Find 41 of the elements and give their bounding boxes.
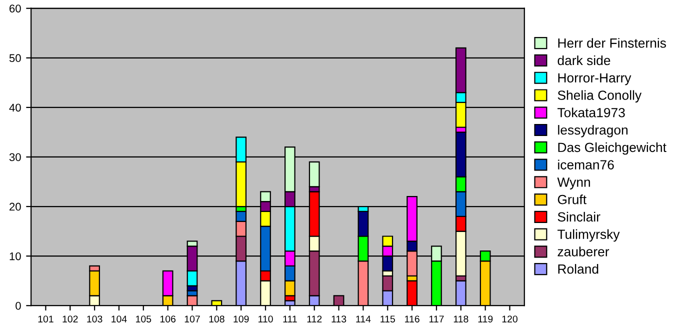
y-tick-label: 40	[9, 104, 21, 112]
legend-label: Shelia Conolly	[558, 90, 642, 103]
x-tick-label: 112	[307, 316, 322, 322]
legend-label: Gruft	[558, 194, 586, 204]
y-tick-label: 10	[10, 252, 21, 260]
y-tick-label: 30	[9, 153, 21, 162]
x-tick-label: 105	[136, 316, 152, 322]
x-tick-label: 114	[356, 316, 371, 322]
x-tick-label: 118	[454, 316, 468, 322]
x-tick-label: 116	[405, 316, 420, 322]
y-tick-label: 50	[9, 54, 21, 62]
legend-label: zauberer	[558, 246, 610, 256]
x-tick-label: 102	[62, 316, 78, 322]
x-tick-label: 103	[87, 316, 102, 322]
x-tick-label: 101	[38, 316, 54, 322]
x-tick-label: 119	[478, 316, 493, 322]
x-tick-label: 111	[283, 316, 297, 322]
legend-label: Tulimyrsky	[558, 229, 620, 242]
legend-label: Tokata1973	[558, 108, 625, 118]
x-tick-label: 104	[112, 316, 127, 322]
y-tick-label: 60	[10, 4, 21, 12]
legend-label: Herr der Finsternis	[558, 38, 666, 48]
x-tick-label: 113	[332, 316, 346, 322]
legend-label: Roland	[558, 264, 598, 274]
x-tick-label: 120	[502, 316, 518, 322]
x-tick-label: 108	[209, 316, 224, 322]
legend-label: iceman76	[558, 160, 614, 170]
y-tick-label: 20	[10, 202, 21, 211]
x-tick-label: 117	[429, 316, 444, 322]
legend-label: Horror-Harry	[558, 73, 632, 86]
legend-label: Das Gleichgewicht	[558, 142, 666, 155]
legend-label: dark side	[558, 55, 610, 66]
x-tick-label: 109	[234, 316, 249, 322]
x-tick-label: 110	[258, 316, 273, 322]
x-tick-label: 106	[160, 316, 176, 322]
legend-label: lessydragon	[558, 124, 628, 138]
legend-label: Wynn	[557, 178, 590, 190]
x-tick-label: 115	[380, 316, 395, 322]
x-tick-label: 107	[184, 316, 200, 322]
y-tick-label: 0	[16, 302, 21, 310]
legend-label: Sinclair	[558, 212, 600, 222]
